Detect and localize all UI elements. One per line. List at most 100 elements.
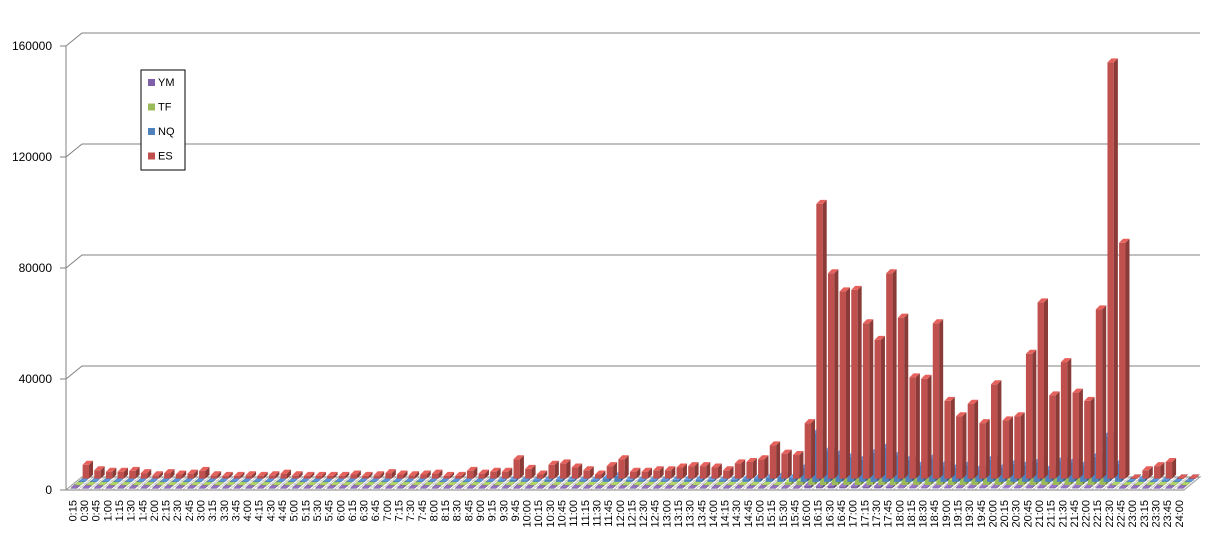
bar-ES — [385, 469, 396, 479]
legend-swatch — [148, 152, 155, 160]
bar-ES — [1084, 396, 1095, 479]
bar-ES — [466, 466, 478, 479]
bar-ES — [967, 399, 979, 479]
x-tick-label: 11:00 — [568, 500, 580, 527]
bar-ES — [769, 441, 781, 479]
bar-ES — [629, 467, 641, 479]
x-tick-label: 22:30 — [1104, 500, 1116, 528]
bar-ES — [501, 467, 513, 479]
bar-ES — [245, 471, 257, 479]
x-tick-label: 14:00 — [708, 500, 720, 528]
bar-ES — [1014, 412, 1025, 479]
x-tick-label: 6:00 — [335, 500, 347, 521]
x-tick-label: 17:00 — [848, 500, 860, 528]
bar-ES — [280, 469, 292, 479]
bar-ES — [699, 462, 711, 479]
legend: YM TF NQ ES — [140, 69, 186, 171]
bars — [70, 58, 1200, 489]
bar-ES — [199, 466, 210, 479]
bar-ES — [1130, 474, 1142, 479]
bar-ES — [1165, 457, 1177, 479]
x-tick-label: 20:30 — [1011, 500, 1023, 528]
x-tick-label: 7:30 — [405, 500, 417, 521]
x-tick-label: 19:30 — [964, 500, 976, 528]
bar-ES — [571, 463, 583, 479]
bar-ES — [851, 285, 862, 479]
x-tick-label: 2:30 — [172, 500, 184, 521]
bar-ES — [886, 269, 897, 479]
x-tick-label: 9:45 — [510, 500, 522, 521]
gridline — [65, 32, 1200, 47]
x-tick-label: 13:00 — [661, 500, 673, 528]
bar-ES — [1188, 474, 1200, 479]
bar-ES — [455, 471, 466, 479]
x-tick-label: 20:00 — [987, 500, 999, 528]
x-tick-label: 21:45 — [1069, 500, 1081, 528]
x-tick-label: 3:30 — [219, 500, 231, 521]
bar-ES — [210, 471, 222, 479]
x-tick-label: 18:30 — [918, 500, 930, 528]
bar-ES — [548, 460, 559, 479]
x-tick-label: 6:45 — [370, 500, 382, 521]
x-tick-label: 4:15 — [254, 500, 266, 521]
bar-ES — [408, 471, 420, 479]
bar-ES — [82, 460, 94, 479]
bar-ES — [827, 269, 839, 479]
x-tick-label: 0:30 — [79, 500, 91, 521]
x-tick-label: 19:15 — [952, 500, 964, 528]
bar-ES — [1072, 388, 1083, 479]
bar-ES — [222, 471, 233, 479]
x-tick-label: 5:15 — [300, 500, 312, 521]
bar-ES — [234, 471, 245, 479]
x-tick-label: 23:00 — [1127, 500, 1139, 528]
x-tick-label: 1:30 — [126, 500, 138, 521]
x-tick-label: 20:15 — [999, 500, 1011, 528]
bar-ES — [734, 459, 746, 479]
x-tick-label: 19:45 — [976, 500, 988, 528]
x-tick-label: 10:30 — [545, 500, 557, 528]
bar-ES — [664, 466, 676, 479]
bar-ES — [676, 463, 687, 479]
x-tick-label: 7:15 — [393, 500, 405, 521]
bar-ES — [921, 374, 932, 479]
bar-ES — [758, 455, 769, 479]
x-tick-label: 18:15 — [906, 500, 918, 528]
bar-ES — [362, 471, 373, 479]
x-tick-label: 4:00 — [242, 500, 254, 521]
x-tick-label: 4:30 — [265, 500, 277, 521]
x-tick-label: 22:00 — [1081, 500, 1093, 528]
y-tick-label: 120000 — [12, 150, 52, 164]
x-tick-label: 8:00 — [428, 500, 440, 521]
x-tick-label: 13:15 — [673, 500, 685, 528]
x-tick-label: 0:45 — [91, 500, 103, 521]
bar-ES — [175, 470, 187, 479]
gridline — [65, 365, 1200, 380]
x-tick-label: 1:45 — [137, 500, 149, 521]
x-tick-label: 10:15 — [533, 500, 545, 528]
x-tick-label: 16:45 — [836, 500, 848, 528]
y-axis-ticks: 0 40000 80000 120000 160000 — [12, 39, 66, 497]
bar-ES — [746, 457, 757, 479]
bar-ES — [909, 373, 920, 479]
legend-swatch — [148, 128, 155, 135]
x-tick-label: 14:15 — [720, 500, 732, 528]
bar-ES — [536, 470, 548, 479]
bar-ES — [1060, 358, 1072, 479]
bar-ES — [1176, 474, 1189, 479]
x-tick-label: 17:30 — [871, 500, 883, 528]
y-tick-label: 40000 — [19, 372, 53, 386]
bar-ES — [560, 459, 571, 479]
bar-ES — [816, 199, 827, 479]
bar-ES — [1119, 238, 1130, 479]
bar-ES — [443, 471, 455, 479]
bar-ES — [595, 470, 606, 479]
bar-ES — [1002, 416, 1014, 479]
x-tick-label: 5:00 — [289, 500, 301, 521]
y-tick-label: 80000 — [19, 261, 53, 275]
bar-ES — [641, 467, 653, 479]
bar-ES — [793, 451, 804, 479]
x-tick-label: 0:15 — [67, 500, 79, 521]
bar-ES — [257, 471, 268, 479]
bar-ES — [688, 462, 699, 479]
